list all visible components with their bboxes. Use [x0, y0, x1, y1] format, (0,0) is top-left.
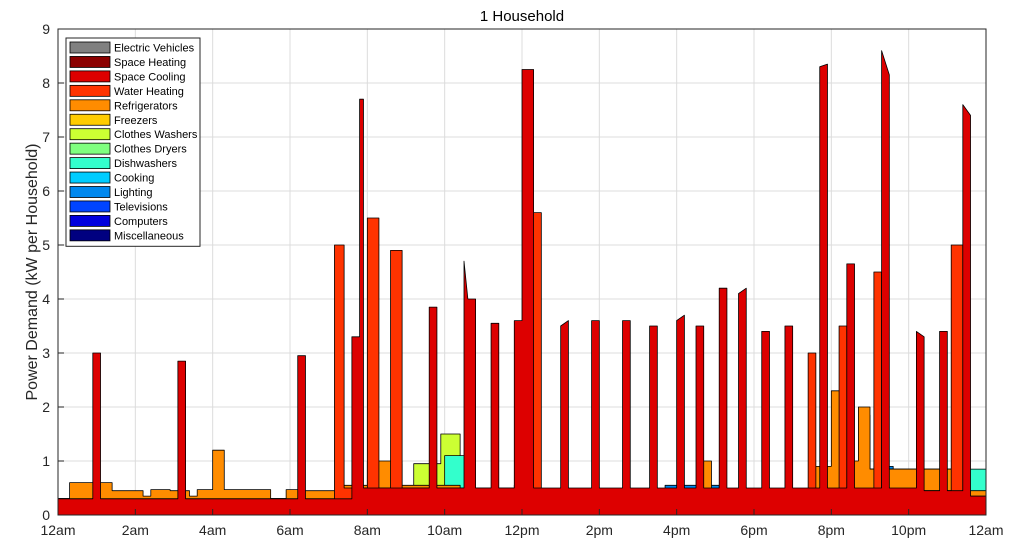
y-tick-label: 3 — [42, 345, 50, 361]
x-tick-label: 12pm — [504, 522, 539, 538]
legend-label: Refrigerators — [114, 100, 178, 112]
legend-swatch — [69, 113, 111, 126]
legend-swatch — [69, 171, 111, 184]
x-tick-label: 6am — [276, 522, 303, 538]
y-tick-label: 9 — [42, 21, 50, 37]
legend-label: Cooking — [114, 173, 154, 185]
legend-swatch — [69, 128, 111, 141]
area-space-cooling — [57, 50, 987, 516]
legend-swatch — [69, 186, 111, 198]
x-tick-label: 4pm — [663, 522, 690, 538]
legend-label: Electric Vehicles — [114, 43, 195, 55]
legend-label: Water Heating — [114, 86, 184, 98]
legend-swatch — [69, 214, 111, 227]
legend-label: Computers — [114, 216, 168, 228]
legend-swatch — [69, 99, 111, 112]
x-tick-label: 12am — [40, 522, 75, 538]
legend-label: Freezers — [114, 115, 158, 127]
y-tick-label: 6 — [42, 183, 50, 199]
y-tick-label: 7 — [42, 129, 50, 145]
legend-swatch — [69, 41, 111, 54]
y-axis: 0 1 2 3 4 5 6 7 8 9 — [42, 21, 64, 523]
x-tick-label: 10am — [427, 522, 462, 538]
x-tick-label: 6pm — [740, 522, 767, 538]
legend-label: Televisions — [114, 201, 168, 213]
y-tick-label: 2 — [42, 399, 50, 415]
legend-label: Lighting — [114, 187, 153, 199]
x-tick-label: 8am — [354, 522, 381, 538]
y-tick-label: 1 — [42, 453, 50, 469]
legend-swatch — [69, 200, 111, 213]
chart-title: 1 Household — [480, 8, 564, 25]
legend-label: Space Cooling — [114, 71, 186, 83]
x-tick-label: 2pm — [586, 522, 613, 538]
x-tick-label: 10pm — [891, 522, 926, 538]
legend-swatch — [69, 229, 111, 242]
legend-swatch — [69, 56, 111, 68]
legend: Electric Vehicles Space Heating Space Cool… — [65, 37, 201, 247]
y-tick-label: 0 — [42, 507, 50, 523]
legend-label: Dishwashers — [114, 158, 177, 170]
x-tick-label: 4am — [199, 522, 226, 538]
legend-swatch — [69, 84, 111, 97]
x-axis: 12am 2am 4am 6am 8am 10am 12pm 2pm 4pm 6pm 8pm 10pm… — [40, 509, 1004, 538]
x-tick-label: 2am — [122, 522, 149, 538]
legend-label: Clothes Dryers — [114, 144, 187, 156]
x-tick-label: 12am — [968, 522, 1003, 538]
legend-label: Clothes Washers — [114, 129, 198, 141]
y-tick-label: 8 — [42, 75, 50, 91]
legend-swatch — [69, 142, 111, 155]
x-tick-label: 8pm — [818, 522, 845, 538]
y-tick-label: 4 — [42, 291, 50, 307]
legend-swatch — [69, 70, 111, 83]
legend-label: Space Heating — [114, 57, 186, 69]
y-tick-label: 5 — [42, 237, 50, 253]
y-axis-label: Power Demand (kW per Household) — [24, 144, 41, 401]
legend-swatch — [69, 157, 111, 170]
legend-label: Miscellaneous — [114, 230, 184, 242]
